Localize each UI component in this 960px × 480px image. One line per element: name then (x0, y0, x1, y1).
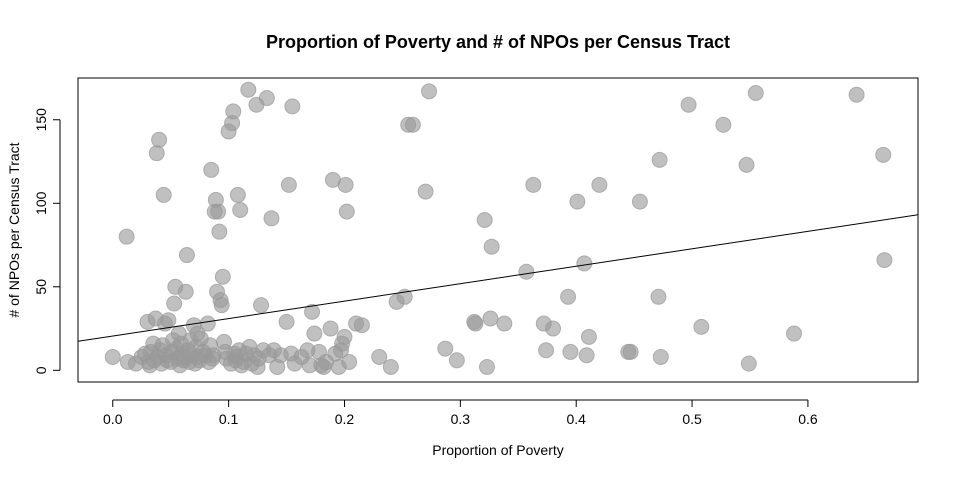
data-point (578, 347, 595, 364)
data-point (104, 348, 121, 365)
x-tick-label: 0.2 (335, 411, 355, 427)
data-point (591, 176, 608, 193)
data-point (240, 81, 257, 98)
data-point (651, 151, 668, 168)
data-point (650, 288, 667, 305)
data-point (166, 295, 183, 312)
data-point (284, 98, 301, 115)
data-point (478, 358, 495, 375)
data-point (118, 228, 135, 245)
data-point (417, 183, 434, 200)
y-tick-label: 50 (33, 279, 49, 295)
data-point (213, 297, 230, 314)
data-point (263, 210, 280, 227)
chart-title: Proportion of Poverty and # of NPOs per … (266, 32, 730, 52)
data-point (404, 116, 421, 133)
data-point (341, 353, 358, 370)
data-point (786, 325, 803, 342)
data-point (693, 318, 710, 335)
data-point (210, 203, 227, 220)
data-point (622, 343, 639, 360)
data-point (199, 315, 216, 332)
data-point (338, 203, 355, 220)
data-point (538, 342, 555, 359)
data-point (211, 223, 228, 240)
x-tick-label: 0.6 (798, 411, 818, 427)
trend-line (77, 214, 919, 342)
y-axis: 0 50 100 150 (33, 108, 61, 374)
data-point (177, 283, 194, 300)
data-point (580, 328, 597, 345)
data-point (155, 186, 172, 203)
trend-layer (77, 214, 919, 342)
data-point (160, 312, 177, 329)
points-layer (104, 81, 893, 375)
x-tick-label: 0.1 (219, 411, 239, 427)
data-point (337, 176, 354, 193)
data-point (382, 358, 399, 375)
data-point (232, 201, 249, 218)
x-tick-label: 0.5 (682, 411, 702, 427)
data-point (876, 252, 893, 269)
data-point (229, 186, 246, 203)
data-point (560, 288, 577, 305)
x-axis-label: Proportion of Poverty (432, 442, 564, 458)
data-point (253, 297, 270, 314)
y-tick-label: 100 (33, 191, 49, 215)
x-tick-label: 0.0 (103, 411, 123, 427)
data-point (336, 328, 353, 345)
data-point (304, 303, 321, 320)
data-point (371, 348, 388, 365)
data-point (225, 103, 242, 120)
data-point (353, 317, 370, 334)
data-point (421, 83, 438, 100)
data-point (680, 96, 697, 113)
y-tick-label: 150 (33, 108, 49, 132)
data-point (875, 146, 892, 163)
y-tick-label: 0 (33, 366, 49, 374)
data-point (740, 355, 757, 372)
data-point (848, 86, 865, 103)
data-point (280, 176, 297, 193)
data-point (278, 313, 295, 330)
data-point (482, 310, 499, 327)
data-point (148, 145, 165, 162)
data-point (738, 156, 755, 173)
data-point (631, 193, 648, 210)
data-point (715, 116, 732, 133)
x-tick-label: 0.3 (451, 411, 471, 427)
data-point (306, 325, 323, 342)
data-point (258, 90, 275, 107)
data-point (518, 263, 535, 280)
data-point (576, 255, 593, 272)
data-point (214, 268, 231, 285)
data-point (496, 315, 513, 332)
data-point (437, 340, 454, 357)
data-point (322, 320, 339, 337)
data-point (569, 193, 586, 210)
data-point (545, 320, 562, 337)
data-point (203, 161, 220, 178)
data-point (525, 176, 542, 193)
data-point (483, 238, 500, 255)
data-point (467, 315, 484, 332)
x-axis: 0.0 0.1 0.2 0.3 0.4 0.5 0.6 (103, 399, 818, 427)
data-point (448, 352, 465, 369)
data-point (652, 348, 669, 365)
data-point (562, 343, 579, 360)
y-axis-label: # of NPOs per Census Tract (6, 142, 22, 317)
data-point (476, 211, 493, 228)
data-point (747, 85, 764, 102)
plot-area-frame (77, 77, 919, 383)
data-point (178, 247, 195, 264)
data-point (151, 131, 168, 148)
x-tick-label: 0.4 (566, 411, 586, 427)
